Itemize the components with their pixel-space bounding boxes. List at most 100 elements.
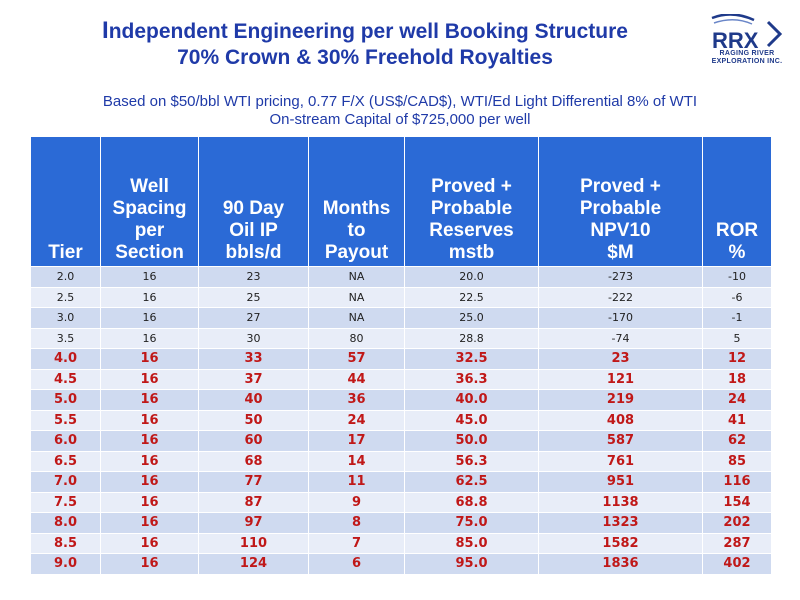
header-text: per	[134, 220, 165, 241]
reserves-cell: 50.0	[404, 430, 539, 452]
table-row: 7.0 16 77 11 62.5 951 116	[30, 471, 772, 493]
spacing-cell: 16	[100, 368, 199, 390]
ror-cell: 402	[702, 553, 772, 575]
payout-cell: 17	[308, 430, 405, 452]
reserves-cell: 32.5	[404, 348, 539, 370]
npv10-cell: 1323	[538, 512, 703, 534]
ror-cell: -10	[702, 266, 772, 288]
header-oil-ip: 90 Day Oil IP bbls/d	[198, 136, 309, 267]
header-text: to	[347, 220, 366, 241]
ror-cell: 85	[702, 450, 772, 472]
header-text: Oil IP	[229, 220, 278, 241]
header-well-spacing: Well Spacing per Section	[100, 136, 199, 267]
table-row: 3.0 16 27 NA 25.0 -170 -1	[30, 307, 772, 329]
oil-ip-cell: 30	[198, 327, 309, 349]
assumptions-subtitle: Based on $50/bbl WTI pricing, 0.77 F/X (…	[0, 93, 800, 129]
table-row: 9.0 16 124 6 95.0 1836 402	[30, 553, 772, 575]
header-text: NPV10	[590, 220, 651, 241]
npv10-cell: 951	[538, 471, 703, 493]
spacing-cell: 16	[100, 532, 199, 554]
spacing-cell: 16	[100, 471, 199, 493]
spacing-cell: 16	[100, 430, 199, 452]
reserves-cell: 45.0	[404, 409, 539, 431]
header-text: mstb	[448, 242, 495, 263]
spacing-cell: 16	[100, 389, 199, 411]
table-row: 8.5 16 110 7 85.0 1582 287	[30, 532, 772, 554]
header-text: Probable	[579, 198, 662, 219]
title-line-1-text: ndependent Engineering per well Booking …	[108, 20, 628, 43]
reserves-cell: 22.5	[404, 286, 539, 308]
header-text: Reserves	[429, 220, 514, 241]
ror-cell: 41	[702, 409, 772, 431]
title-line-1: Independent Engineering per well Booking…	[0, 18, 730, 45]
table-row: 3.5 16 30 80 28.8 -74 5	[30, 327, 772, 349]
ror-cell: -1	[702, 307, 772, 329]
header-text: bbls/d	[225, 242, 282, 263]
payout-cell: 36	[308, 389, 405, 411]
header-text: Section	[115, 242, 184, 263]
payout-cell: 14	[308, 450, 405, 472]
table-row: 4.5 16 37 44 36.3 121 18	[30, 368, 772, 390]
table-row: 8.0 16 97 8 75.0 1323 202	[30, 512, 772, 534]
header-text: Payout	[324, 242, 389, 263]
tier-cell: 5.5	[30, 409, 101, 431]
table-row: 6.5 16 68 14 56.3 761 85	[30, 450, 772, 472]
table-row: 2.5 16 25 NA 22.5 -222 -6	[30, 286, 772, 308]
reserves-cell: 40.0	[404, 389, 539, 411]
reserves-cell: 68.8	[404, 491, 539, 513]
ror-cell: 18	[702, 368, 772, 390]
rrx-logo-icon: RRX	[711, 14, 783, 53]
ror-cell: 154	[702, 491, 772, 513]
npv10-cell: -273	[538, 266, 703, 288]
oil-ip-cell: 25	[198, 286, 309, 308]
ror-cell: 24	[702, 389, 772, 411]
spacing-cell: 16	[100, 512, 199, 534]
reserves-cell: 28.8	[404, 327, 539, 349]
table-row: 5.0 16 40 36 40.0 219 24	[30, 389, 772, 411]
spacing-cell: 16	[100, 286, 199, 308]
title-initial: I	[102, 17, 109, 44]
npv10-cell: -74	[538, 327, 703, 349]
reserves-cell: 56.3	[404, 450, 539, 472]
oil-ip-cell: 33	[198, 348, 309, 370]
header-text: Months	[322, 198, 391, 219]
ror-cell: 202	[702, 512, 772, 534]
tier-cell: 2.5	[30, 286, 101, 308]
table-row: 4.0 16 33 57 32.5 23 12	[30, 348, 772, 370]
header-months-to-payout: Months to Payout	[308, 136, 405, 267]
npv10-cell: 761	[538, 450, 703, 472]
tier-cell: 7.5	[30, 491, 101, 513]
npv10-cell: 408	[538, 409, 703, 431]
payout-cell: 57	[308, 348, 405, 370]
tier-cell: 8.5	[30, 532, 101, 554]
payout-cell: 9	[308, 491, 405, 513]
oil-ip-cell: 37	[198, 368, 309, 390]
npv10-cell: 1138	[538, 491, 703, 513]
payout-cell: 11	[308, 471, 405, 493]
table-body: 2.0 16 23 NA 20.0 -273 -10 2.5 16 25 NA 22.5 -222 -6 3…	[30, 266, 772, 575]
oil-ip-cell: 60	[198, 430, 309, 452]
ror-cell: -6	[702, 286, 772, 308]
tier-cell: 8.0	[30, 512, 101, 534]
header-npv10: Proved + Probable NPV10 $M	[538, 136, 703, 267]
reserves-cell: 25.0	[404, 307, 539, 329]
logo-text: RAGING RIVER EXPLORATION INC.	[706, 50, 788, 66]
reserves-cell: 85.0	[404, 532, 539, 554]
oil-ip-cell: 23	[198, 266, 309, 288]
payout-cell: 24	[308, 409, 405, 431]
logo-line-1: RAGING RIVER	[719, 50, 775, 57]
ror-cell: 12	[702, 348, 772, 370]
header-text: ROR	[715, 220, 759, 241]
booking-structure-table: Tier Well Spacing per Section 90 Day Oil IP bbl…	[30, 136, 772, 575]
header-tier: Tier	[30, 136, 101, 267]
reserves-cell: 36.3	[404, 368, 539, 390]
payout-cell: NA	[308, 286, 405, 308]
npv10-cell: 1582	[538, 532, 703, 554]
spacing-cell: 16	[100, 553, 199, 575]
tier-cell: 3.0	[30, 307, 101, 329]
payout-cell: 80	[308, 327, 405, 349]
payout-cell: 6	[308, 553, 405, 575]
oil-ip-cell: 124	[198, 553, 309, 575]
reserves-cell: 62.5	[404, 471, 539, 493]
payout-cell: NA	[308, 307, 405, 329]
